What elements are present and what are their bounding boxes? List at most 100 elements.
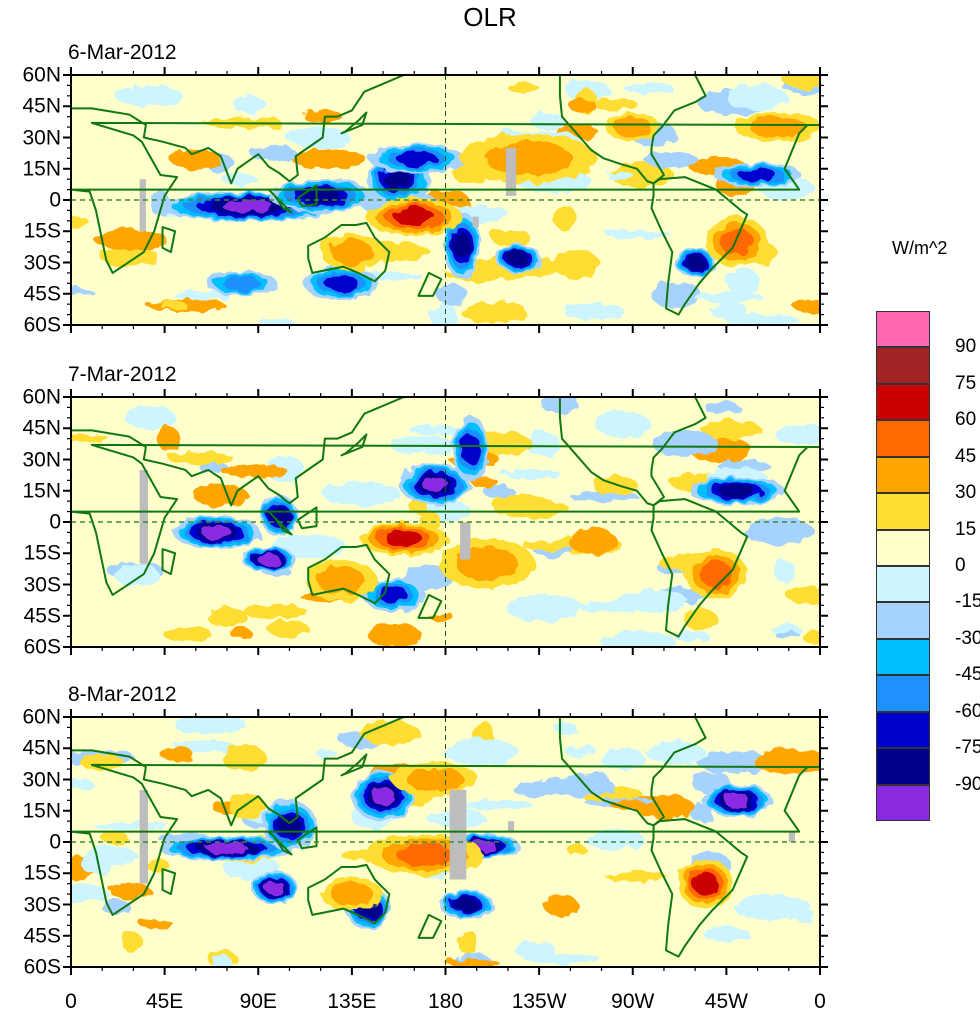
y-tick-label: 60N bbox=[22, 385, 61, 409]
positive-anomaly-contour bbox=[699, 560, 733, 588]
missing-data-cell bbox=[449, 789, 467, 880]
coastline bbox=[267, 830, 293, 856]
y-tick-label: 15S bbox=[23, 861, 61, 885]
y-tick-label: 0 bbox=[49, 510, 61, 534]
colorbar-level-label: -75 bbox=[955, 737, 980, 759]
missing-data-cell bbox=[139, 179, 146, 232]
field-layer bbox=[71, 397, 820, 647]
anomaly-blob bbox=[193, 483, 248, 507]
anomaly-blob bbox=[704, 401, 741, 414]
anomaly-blob bbox=[607, 171, 634, 181]
x-tick-label: 0 bbox=[65, 990, 77, 1013]
coastline bbox=[340, 753, 368, 777]
y-tick-label: 60N bbox=[22, 63, 61, 87]
anomaly-blob bbox=[443, 738, 519, 766]
colorbar-level-label: 45 bbox=[955, 445, 977, 467]
y-tick-label: 30S bbox=[23, 573, 61, 596]
coastline bbox=[267, 188, 293, 214]
positive-anomaly-contour bbox=[455, 547, 519, 581]
anomaly-blob bbox=[146, 299, 226, 312]
y-tick-label: 45N bbox=[22, 736, 61, 760]
anomaly-blob bbox=[221, 464, 288, 479]
negative-anomaly-contour bbox=[222, 199, 274, 213]
coastline bbox=[417, 271, 443, 297]
coastline bbox=[71, 397, 405, 507]
field-layer bbox=[71, 717, 820, 967]
y-tick-label: 30S bbox=[23, 893, 61, 916]
anomaly-blob bbox=[173, 717, 247, 735]
y-tick-label: 15S bbox=[23, 541, 61, 565]
y-tick-label: 15S bbox=[23, 219, 61, 243]
anomaly-blob bbox=[71, 883, 109, 903]
y-tick-label: 60N bbox=[22, 705, 61, 729]
anomaly-blob bbox=[555, 723, 578, 735]
anomaly-blob bbox=[772, 558, 795, 582]
anomaly-blob bbox=[795, 910, 816, 923]
olr-map bbox=[63, 67, 828, 333]
negative-anomaly-contour bbox=[277, 815, 302, 836]
colorbar-units: W/m^2 bbox=[892, 238, 948, 258]
colorbar-level-label: 75 bbox=[955, 372, 977, 394]
y-tick-label: 0 bbox=[49, 830, 61, 854]
anomaly-blob bbox=[696, 750, 774, 774]
anomaly-blob bbox=[232, 96, 267, 113]
anomaly-blob bbox=[753, 749, 820, 775]
map-panel-6-mar: 6-Mar-2012 60N 45N 30N 15N 0 15S 30S 45S 60S bbox=[22, 41, 828, 336]
y-tick-label: 30N bbox=[22, 126, 61, 149]
anomaly-blob bbox=[157, 425, 179, 452]
positive-anomaly-contour bbox=[396, 843, 454, 866]
anomaly-blob bbox=[162, 625, 212, 642]
colorbar-swatch bbox=[876, 566, 930, 603]
coastline bbox=[161, 226, 177, 254]
colorbar-swatch bbox=[876, 711, 930, 749]
colorbar-swatch bbox=[876, 347, 930, 384]
anomaly-blob bbox=[519, 500, 567, 510]
colorbar-level-label: -45 bbox=[955, 664, 980, 686]
missing-data-cell bbox=[139, 789, 148, 884]
anomaly-blob bbox=[460, 300, 527, 323]
coastline bbox=[417, 593, 443, 619]
negative-anomaly-contour bbox=[454, 897, 479, 912]
anomaly-blob bbox=[71, 433, 109, 443]
anomaly-blob bbox=[250, 145, 297, 162]
negative-anomaly-contour bbox=[460, 435, 481, 463]
anomaly-blob bbox=[457, 930, 479, 954]
colorbar-swatch bbox=[876, 675, 930, 712]
positive-anomaly-contour bbox=[330, 239, 374, 265]
y-tick-label: 45S bbox=[23, 924, 61, 948]
missing-data-cell bbox=[472, 216, 479, 228]
negative-anomaly-contour bbox=[371, 787, 396, 806]
anomaly-blob bbox=[792, 299, 820, 314]
anomaly-blob bbox=[605, 230, 671, 239]
anomaly-blob bbox=[525, 430, 560, 457]
anomaly-blob bbox=[803, 630, 820, 645]
anomaly-blob bbox=[710, 300, 747, 320]
negative-anomaly-contour bbox=[422, 476, 449, 493]
y-tick-label: 0 bbox=[49, 188, 61, 212]
anomaly-blob bbox=[600, 747, 645, 771]
anomaly-blob bbox=[101, 831, 129, 845]
anomaly-blob bbox=[360, 720, 420, 746]
colorbar-level-label: -90 bbox=[955, 773, 980, 795]
coastline bbox=[650, 498, 749, 638]
y-tick-label: 15N bbox=[22, 157, 61, 181]
colorbar: 90 75 60 45 30 15 0 -15 -30 -45 -60 -75 -90 bbox=[876, 311, 980, 821]
negative-anomaly-contour bbox=[723, 793, 750, 808]
anomaly-blob bbox=[315, 748, 337, 758]
x-tick-label: 45W bbox=[704, 990, 748, 1013]
colorbar-swatch bbox=[876, 493, 930, 530]
coastline bbox=[417, 913, 443, 939]
anomaly-blob bbox=[522, 541, 570, 552]
anomaly-blob bbox=[586, 828, 645, 851]
anomaly-blob bbox=[543, 894, 579, 918]
anomaly-blob bbox=[169, 149, 222, 169]
y-tick-label: 60S bbox=[23, 313, 61, 337]
anomaly-blob bbox=[159, 746, 193, 762]
negative-anomaly-contour bbox=[507, 251, 530, 266]
x-tick-label: 180 bbox=[427, 990, 464, 1013]
anomaly-blob bbox=[121, 932, 144, 952]
anomaly-blob bbox=[71, 778, 94, 790]
map-panel-7-mar: 7-Mar-2012 60N 45N 30N 15N 0 15S 30S 45S 60S bbox=[22, 363, 828, 658]
anomaly-blob bbox=[592, 475, 639, 495]
negative-anomaly-contour bbox=[264, 880, 285, 895]
